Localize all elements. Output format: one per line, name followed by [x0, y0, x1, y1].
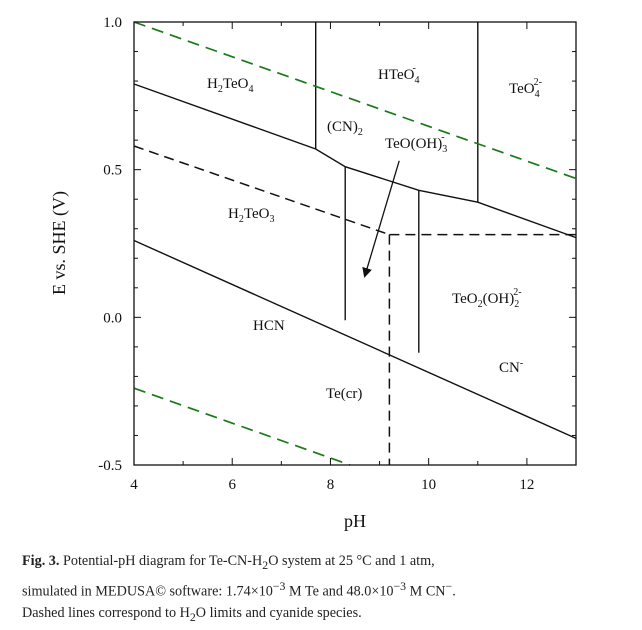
x-axis-title: pH: [344, 511, 366, 531]
region-label-te-cr: Te(cr): [326, 386, 362, 402]
caption-line2c: M CN: [406, 583, 446, 600]
region-label-hteo4: HTeO4-: [378, 63, 419, 86]
caption-line3a: Dashed lines correspond to H: [22, 604, 190, 621]
caption-sub2: 2: [189, 609, 196, 624]
boundary-line-upper-solid: [133, 83, 577, 239]
x-tick-label: 10: [421, 477, 436, 493]
y-axis-title: E vs. SHE (V): [49, 191, 70, 295]
caption-sup3: −: [445, 578, 453, 593]
caption-sup1: −3: [272, 578, 286, 593]
y-tick-label: 0.0: [103, 310, 122, 326]
region-label-hcn: HCN: [253, 318, 285, 334]
y-tick-label: 0.5: [103, 163, 122, 179]
caption-line2b: M Te and 48.0×10: [285, 583, 394, 600]
arrow-teooh3-pointer: [362, 160, 400, 278]
region-label-h2teo3: H2TeO3: [228, 206, 274, 225]
figure-caption: Fig. 3. Potential-pH diagram for Te-CN-H…: [22, 551, 622, 627]
caption-sub1: 2: [262, 557, 269, 572]
x-tick-label: 8: [327, 477, 335, 493]
y-tick-label: -0.5: [98, 458, 122, 474]
region-label-cn: CN-: [499, 358, 523, 376]
caption-line1b: O system at 25 °C and 1 atm,: [268, 553, 435, 569]
y-tick-label: 1.0: [103, 15, 122, 31]
x-tick-label: 4: [130, 477, 138, 493]
plot-frame: [133, 21, 577, 466]
region-label-teooh3: TeO(OH)3-: [385, 132, 447, 155]
boundary-line-h2o-upper: [133, 21, 577, 180]
boundary-line-h2o-lower: [133, 387, 351, 466]
x-tick-label: 12: [519, 477, 534, 493]
x-tick-label: 6: [228, 477, 236, 493]
region-label-teo4: TeO42-: [509, 77, 542, 100]
caption-line2a: simulated in MEDUSA© software: 1.74×10: [22, 583, 273, 600]
region-label-h2teo4: H2TeO4: [207, 76, 253, 95]
caption-line3b: O limits and cyanide species.: [195, 604, 362, 621]
caption-sup2: −3: [393, 578, 407, 593]
region-label-cn2: (CN)2: [327, 119, 363, 138]
boundary-line-htc-hcn-lower: [133, 239, 577, 440]
caption-line2d: .: [452, 583, 456, 600]
caption-label: Fig. 3.: [22, 553, 60, 569]
boundary-line-h2teo3-dashed: [133, 145, 390, 236]
caption-line1: Potential-pH diagram for Te-CN-H: [59, 553, 263, 569]
region-label-teo2oh2: TeO2(OH)22-: [452, 287, 522, 310]
potential-ph-diagram: 4 6 8 10 12 -0.5 0.0 0.5 1.0 pH E vs. SHE (V) H2…: [49, 15, 577, 531]
